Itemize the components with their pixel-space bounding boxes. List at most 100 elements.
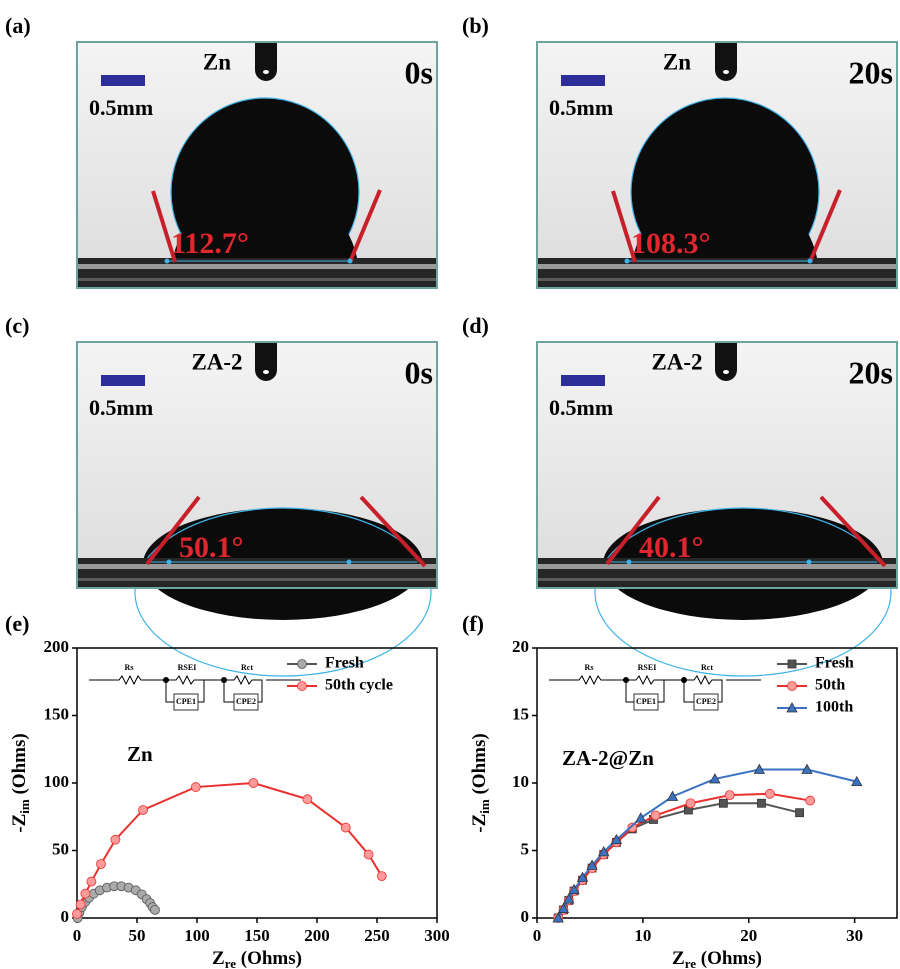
- circuit: [89, 674, 301, 703]
- cpe: [233, 693, 259, 711]
- substrate: [537, 258, 897, 288]
- marker: [376, 871, 387, 882]
- substrate-shine: [77, 278, 437, 281]
- plot-frame: [536, 647, 898, 919]
- marker: [72, 909, 82, 919]
- legend-marker: [787, 681, 797, 691]
- circuit-label: Rs: [125, 663, 134, 672]
- marker: [757, 798, 766, 808]
- marker: [563, 893, 575, 904]
- node: [681, 677, 687, 683]
- photo-frame: [76, 41, 438, 289]
- y-label-sub: im: [17, 799, 32, 814]
- marker: [80, 888, 91, 899]
- marker: [627, 822, 638, 833]
- y-tick-label: 5: [521, 839, 530, 858]
- time-label: 20s: [849, 54, 893, 90]
- y-tick-label: 20: [512, 637, 529, 656]
- x-label-sub: re: [685, 956, 697, 969]
- panel-label: (e): [5, 611, 29, 636]
- legend-marker: [297, 681, 307, 691]
- circuit-label: Rct: [701, 663, 713, 672]
- needle-glint: [263, 70, 269, 74]
- marker: [685, 798, 696, 809]
- photo-frame: [536, 341, 898, 589]
- marker: [557, 902, 570, 913]
- y-tick-label: 0: [61, 907, 70, 926]
- x-tick-label: 20: [740, 926, 757, 945]
- panel-label: (a): [5, 13, 31, 38]
- circuit: [549, 674, 761, 703]
- substrate-shine: [537, 578, 897, 581]
- marker: [851, 775, 863, 787]
- marker: [86, 876, 97, 887]
- marker: [795, 808, 804, 818]
- y-axis-label: -Zim (Ohms): [9, 733, 32, 832]
- marker: [805, 795, 816, 806]
- cpe: [173, 693, 199, 711]
- annotation: Zn: [127, 742, 153, 766]
- marker: [666, 790, 679, 801]
- marker: [753, 763, 766, 774]
- y-tick-label: 200: [44, 637, 70, 656]
- tangent: [819, 495, 887, 568]
- x-tick-label: 50: [129, 926, 146, 945]
- legend-marker: [297, 659, 307, 669]
- legend-label: 100th: [815, 699, 853, 716]
- legend-label: Fresh: [815, 655, 854, 672]
- marker: [610, 833, 623, 845]
- contact-point: [626, 559, 632, 565]
- y-label-unit: (Ohms): [469, 733, 490, 799]
- time-label: 0s: [405, 354, 433, 390]
- substrate-shine: [77, 578, 437, 581]
- legend-label: Fresh: [325, 655, 364, 672]
- needle-glint: [263, 370, 269, 374]
- photo-frame: [76, 341, 438, 589]
- y-label-unit: (Ohms): [9, 733, 30, 799]
- circuit-label: CPE2: [236, 697, 256, 706]
- marker: [363, 849, 374, 860]
- needle-glint: [723, 370, 729, 374]
- x-tick-label: 250: [364, 926, 390, 945]
- x-tick-label: 150: [244, 926, 270, 945]
- cpe: [633, 693, 659, 711]
- legend-label: 50th cycle: [325, 677, 393, 694]
- angle-label: 50.1°: [179, 531, 244, 564]
- tangent: [359, 495, 427, 568]
- node: [163, 677, 169, 683]
- tangent: [605, 495, 661, 566]
- series-line: [76, 781, 383, 915]
- y-axis-label: -Zim (Ohms): [469, 733, 492, 832]
- marker: [96, 859, 106, 869]
- series-line: [557, 768, 858, 919]
- contact-point: [624, 258, 630, 264]
- needle: [255, 342, 277, 381]
- annotation: ZA-2@Zn: [562, 746, 654, 770]
- contact-point: [166, 559, 172, 565]
- y-tick-label: 150: [44, 704, 70, 723]
- node: [623, 677, 629, 683]
- x-label-main: Z: [672, 948, 685, 969]
- contact-point: [164, 258, 170, 264]
- time-label: 20s: [849, 354, 893, 390]
- needle: [255, 42, 277, 81]
- panel-label: (c): [5, 313, 29, 338]
- substrate-shine: [77, 564, 437, 569]
- droplet-base: [633, 183, 817, 258]
- node: [221, 677, 227, 683]
- x-tick-label: 200: [304, 926, 330, 945]
- x-label-unit: (Ohms): [696, 948, 762, 969]
- y-label-sub: im: [477, 799, 492, 814]
- marker: [801, 763, 813, 774]
- panel-label: (d): [462, 313, 489, 338]
- substrate: [77, 558, 437, 588]
- tangent: [151, 190, 177, 263]
- angle-label: 40.1°: [639, 531, 704, 564]
- photo-frame: [536, 41, 898, 289]
- x-label-main: Z: [212, 948, 225, 969]
- marker: [765, 788, 775, 799]
- marker: [138, 805, 148, 815]
- x-axis-label: Zre (Ohms): [212, 948, 302, 969]
- marker: [586, 859, 598, 870]
